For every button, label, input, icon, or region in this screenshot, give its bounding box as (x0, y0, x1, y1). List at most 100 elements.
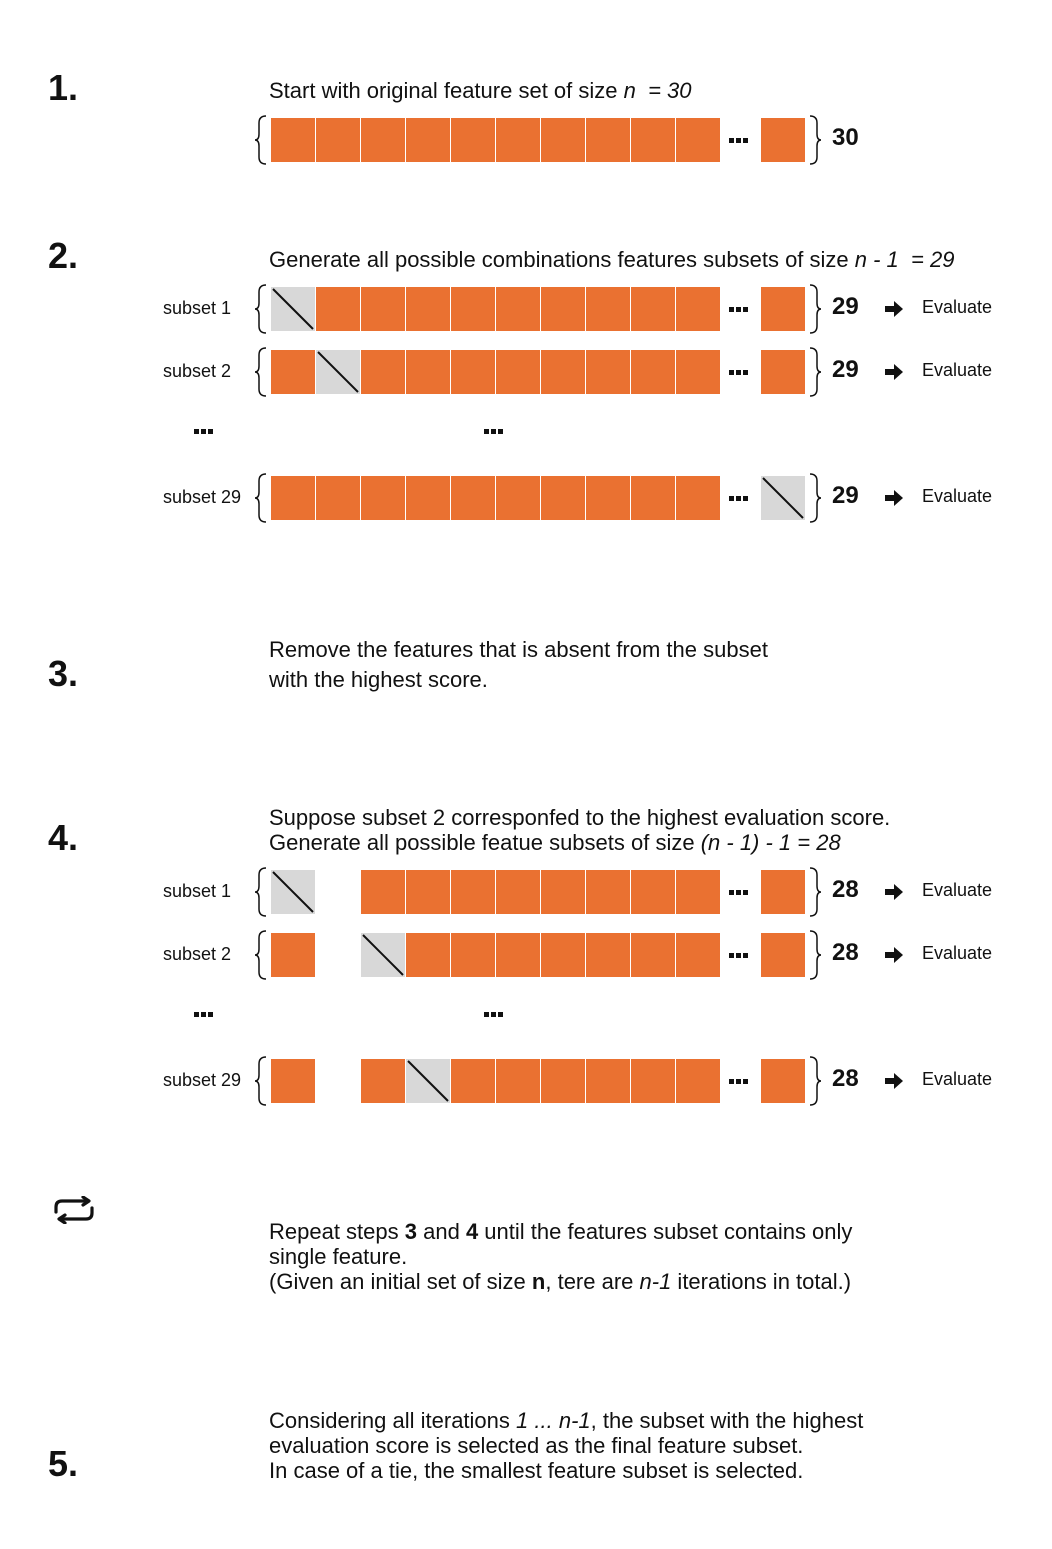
ellipsis-icon (194, 1012, 213, 1017)
feature-cell (631, 476, 675, 520)
ellipsis-icon (729, 138, 748, 143)
repeat-line-1: Repeat steps 3 and 4 until the features … (269, 1219, 852, 1244)
step-4-line-1: Suppose subset 2 corresponfed to the hig… (269, 805, 891, 830)
evaluate-label: Evaluate (922, 297, 993, 317)
feature-cell (631, 933, 675, 977)
step-2-text-prefix: Generate all possible combinations featu… (269, 247, 855, 272)
repeat-n: n (531, 1269, 546, 1294)
step-5-text: , the subset with the highest (590, 1408, 864, 1433)
repeat-text: , tere are (545, 1269, 640, 1294)
left-brace-icon (254, 1056, 267, 1106)
removed-feature-cell (361, 933, 405, 977)
feature-cell-last (761, 350, 805, 394)
right-brace-icon (809, 115, 822, 165)
feature-cell-last (761, 287, 805, 331)
ellipsis-icon (729, 1079, 748, 1084)
feature-cell (541, 1059, 585, 1103)
feature-cell (451, 870, 495, 914)
feature-cell (496, 933, 540, 977)
feature-cell (496, 118, 540, 162)
strike-icon (317, 351, 359, 393)
feature-cell (451, 933, 495, 977)
feature-cell (631, 870, 675, 914)
repeat-text: (Given an initial set of size (269, 1269, 532, 1294)
ellipsis-icon (194, 429, 213, 434)
feature-cell (406, 933, 450, 977)
feature-cell (271, 118, 315, 162)
feature-cell (541, 870, 585, 914)
feature-cell (586, 870, 630, 914)
feature-count: 30 (832, 124, 859, 151)
step-1-text-prefix: Start with original feature set of size (269, 78, 624, 103)
ellipsis-icon (729, 890, 748, 895)
subset-label: subset 29 (163, 1070, 242, 1090)
feature-cell (676, 870, 720, 914)
ellipsis-icon (484, 429, 503, 434)
step-4-subset-row: subset 1 28 Evaluate (0, 867, 1052, 917)
repeat-text: Repeat steps (269, 1219, 405, 1244)
feature-cell (676, 1059, 720, 1103)
step-4-subset-row: subset 29 28 Evaluate (0, 1056, 1052, 1106)
right-arrow-icon (885, 947, 903, 963)
feature-cell (586, 1059, 630, 1103)
subset-count: 29 (832, 356, 859, 383)
feature-cell (586, 287, 630, 331)
feature-cell (676, 476, 720, 520)
step-2-subset-row: subset 29 29 Evaluate (0, 473, 1052, 523)
feature-cell (631, 287, 675, 331)
step-4-subset-row: subset 2 28 Evaluate (0, 930, 1052, 980)
feature-cell (361, 118, 405, 162)
step-1-n: n (623, 78, 636, 103)
repeat-text: until the features subset contains only (478, 1219, 853, 1244)
feature-cell (361, 1059, 405, 1103)
feature-cell (361, 350, 405, 394)
feature-cell (496, 870, 540, 914)
right-arrow-icon (885, 301, 903, 317)
step-4-number: 4. (48, 817, 79, 858)
feature-cell-last (761, 870, 805, 914)
feature-cell (316, 476, 360, 520)
feature-cell (361, 287, 405, 331)
feature-cell (406, 870, 450, 914)
right-brace-icon (809, 473, 822, 523)
repeat-line-2: single feature. (269, 1244, 408, 1269)
feature-cell (586, 933, 630, 977)
step-3-line-1: Remove the features that is absent from … (269, 637, 768, 662)
step-1-number: 1. (48, 67, 79, 108)
ellipsis-icon (729, 953, 748, 958)
left-brace-icon (254, 867, 267, 917)
subset-count: 28 (832, 939, 859, 966)
feature-cell (361, 870, 405, 914)
ellipsis-icon (729, 307, 748, 312)
repeat-line-3: (Given an initial set of size n, tere ar… (269, 1269, 851, 1294)
feature-cell (271, 1059, 315, 1103)
feature-cell (676, 933, 720, 977)
repeat-text: iterations in total.) (671, 1269, 852, 1294)
left-brace-icon (254, 930, 267, 980)
removed-feature-cell (271, 870, 315, 914)
feature-cell-last (761, 1059, 805, 1103)
left-brace-icon (254, 115, 267, 165)
feature-cell (541, 476, 585, 520)
ellipsis-icon (484, 1012, 503, 1017)
right-arrow-icon (885, 364, 903, 380)
feature-cell (541, 287, 585, 331)
strike-icon (362, 934, 404, 976)
subset-label: subset 1 (163, 881, 232, 901)
feature-cell (496, 1059, 540, 1103)
feature-cell (271, 476, 315, 520)
repeat-n-minus-1: n-1 (639, 1269, 672, 1294)
step-4-line-2: Generate all possible featue subsets of … (269, 830, 841, 855)
left-brace-icon (254, 347, 267, 397)
step-5-text: Considering all iterations (269, 1408, 517, 1433)
feature-cell (541, 118, 585, 162)
feature-cell (586, 476, 630, 520)
removed-feature-cell (271, 287, 315, 331)
feature-cell (496, 350, 540, 394)
step-2-number: 2. (48, 235, 79, 276)
subset-count: 28 (832, 876, 859, 903)
subset-count: 29 (832, 482, 859, 509)
repeat-text: and (417, 1219, 466, 1244)
strike-icon (762, 477, 804, 519)
